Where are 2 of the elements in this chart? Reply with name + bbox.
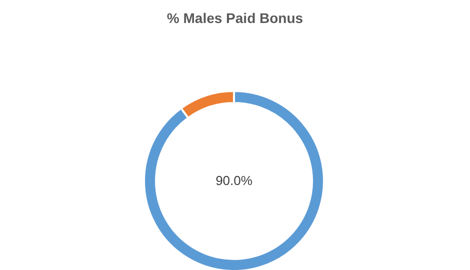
data-label: 90.0%	[216, 173, 253, 188]
chart-title: % Males Paid Bonus	[166, 10, 304, 26]
